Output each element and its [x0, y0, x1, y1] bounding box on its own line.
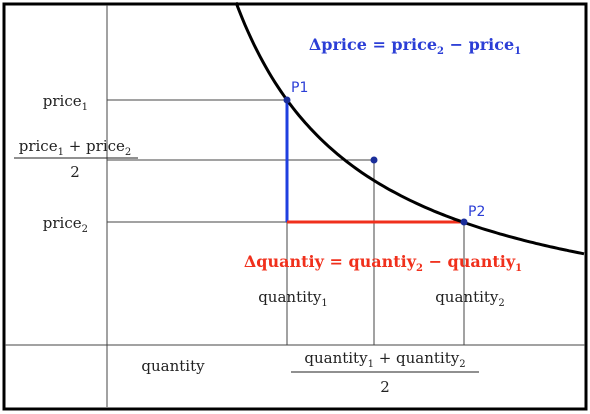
delta-price: Δprice = price2 − price1	[309, 35, 521, 57]
demand-curve	[234, 1, 585, 256]
quantity-mid-denominator: 2	[380, 378, 390, 396]
price-1-label: price1	[43, 92, 88, 113]
subscript: 1	[514, 46, 521, 57]
text: + quantity	[374, 349, 460, 367]
quantity-mid-numerator: quantity1 + quantity2	[304, 349, 465, 370]
axis-label: quantity	[141, 357, 205, 375]
point-label: P1	[291, 80, 308, 96]
point	[283, 96, 291, 104]
subscript: 2	[437, 46, 444, 57]
text: price	[43, 92, 82, 110]
quantity-2-label: quantity2	[435, 288, 505, 309]
subscript: 1	[82, 102, 88, 113]
point-label: P2	[468, 204, 485, 220]
point	[370, 156, 378, 164]
text: + price	[64, 137, 125, 155]
subscript: 1	[321, 298, 327, 309]
price-mid-numerator: price1 + price2	[19, 137, 132, 158]
price-2-label: price2	[43, 214, 88, 235]
price-mid-denominator: 2	[70, 163, 80, 181]
quantity-1-label: quantity1	[258, 288, 328, 309]
subscript: 2	[416, 263, 423, 274]
subscript: 2	[125, 147, 131, 158]
text: price	[19, 137, 58, 155]
text: quantity	[435, 288, 499, 306]
text: − price	[444, 35, 514, 54]
subscript: 1	[58, 147, 64, 158]
delta-quantity: Δquantiy = quantiy2 − quantiy1	[244, 252, 522, 274]
text: quantity	[258, 288, 322, 306]
text: Δprice = price	[309, 35, 437, 54]
text: Δquantiy = quantiy	[244, 252, 417, 271]
subscript: 1	[515, 263, 522, 274]
subscript: 2	[82, 224, 88, 235]
subscript: 2	[459, 359, 465, 370]
subscript: 1	[368, 359, 374, 370]
subscript: 2	[498, 298, 504, 309]
text: quantity	[304, 349, 368, 367]
text: price	[43, 214, 82, 232]
point	[460, 218, 468, 226]
text: − quantiy	[423, 252, 516, 271]
